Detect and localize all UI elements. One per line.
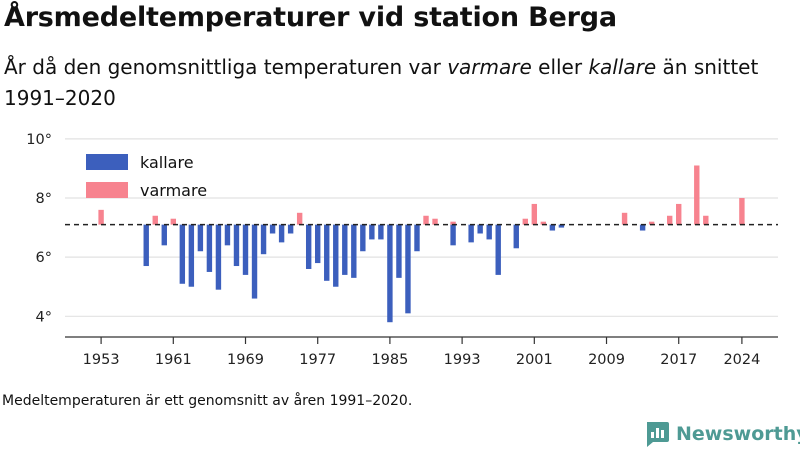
bar-varmare-1975 [296,212,303,225]
bars [98,165,745,323]
bar-kallare-1967 [224,224,231,246]
bar-varmare-1992 [450,221,456,225]
x-tick-label: 2001 [516,352,553,368]
bar-kallare-1996 [486,224,492,240]
bar-kallare-1995 [477,224,483,234]
subtitle-text-middle: eller [531,55,589,79]
bar-kallare-1962 [179,224,186,284]
x-tick-label: 1985 [371,352,408,368]
bar-kallare-1992 [450,224,456,246]
x-tick-label: 1953 [83,352,120,368]
brand-name: Newsworthy [676,423,800,445]
legend-swatch-kallare [86,154,128,170]
bar-varmare-2011 [621,212,628,225]
y-tick-label: 10° [26,132,52,148]
bar-kallare-1981 [351,224,357,278]
bar-kallare-1997 [495,224,501,275]
y-tick-label: 4° [36,309,52,325]
gridlines [65,138,778,317]
bar-kallare-1988 [414,224,420,252]
bar-varmare-2016 [666,215,673,225]
bar-kallare-1968 [233,224,240,267]
footnote: Medeltemperaturen är ett genomsnitt av å… [2,393,413,409]
bar-varmare-2019 [694,165,700,225]
x-tick-label: 1977 [299,352,336,368]
bar-varmare-1953 [98,209,104,225]
legend-swatch-varmare [86,182,128,198]
x-tick-label: 2024 [723,352,760,368]
chart-subtitle: År då den genomsnittliga temperaturen va… [4,52,784,114]
bar-kallare-1963 [188,224,195,287]
y-axis-ticks: 4° 6° 8° 10° [26,132,52,325]
subtitle-text-before: År då den genomsnittliga temperaturen va… [4,55,448,79]
bar-kallare-1978 [324,224,330,281]
subtitle-cold-word: kallare [588,55,657,79]
bar-kallare-1974 [287,224,294,234]
bar-varmare-2020 [703,215,709,225]
bar-varmare-2017 [676,203,682,225]
bar-varmare-2000 [522,218,528,225]
newsworthy-logo-icon [647,422,669,447]
bar-varmare-1989 [423,215,429,225]
bar-varmare-2024 [739,198,745,225]
bar-kallare-1979 [333,224,339,287]
brand-logo: Newsworthy [644,419,800,449]
bar-kallare-1964 [197,224,204,252]
page-title: Årsmedeltemperaturer vid station Berga [4,2,617,33]
subtitle-text-after: än snittet 1991–2020 [4,55,759,110]
bar-kallare-1960 [161,224,167,246]
bar-kallare-1971 [260,224,267,255]
bar-varmare-2001 [531,203,538,225]
bar-kallare-2013 [639,224,646,231]
legend-label-kallare: kallare [140,153,194,172]
bar-kallare-2004 [558,224,565,228]
bar-kallare-1987 [405,224,411,314]
bar-kallare-1999 [513,224,519,249]
bar-varmare-1961 [170,218,177,225]
bar-kallare-1977 [315,224,321,264]
bar-kallare-1969 [242,224,249,275]
x-tick-label: 1993 [444,352,481,368]
bar-kallare-1958 [143,224,149,267]
y-tick-label: 6° [36,250,52,266]
bar-kallare-1984 [378,224,384,240]
bar-kallare-1983 [369,224,375,240]
legend-label-varmare: varmare [140,181,207,200]
bar-varmare-2014 [648,221,655,225]
bar-kallare-1973 [278,224,285,243]
x-tick-label: 1961 [155,352,192,368]
bar-varmare-1990 [432,218,438,225]
y-tick-label: 8° [36,191,52,207]
bar-kallare-1965 [206,224,213,272]
bar-kallare-1980 [342,224,348,275]
x-axis-ticks: 1953 1961 1969 1977 1985 1993 2001 2009 2017 2024 [83,337,760,368]
bar-kallare-1976 [305,224,312,269]
bar-kallare-1982 [360,224,366,252]
bar-kallare-1972 [269,224,276,234]
bar-varmare-1959 [152,215,158,225]
bar-kallare-1985 [387,224,393,323]
x-tick-label: 1969 [227,352,264,368]
x-tick-label: 2017 [660,352,697,368]
subtitle-warm-word: varmare [447,55,532,79]
bar-kallare-1966 [215,224,222,290]
x-tick-label: 2009 [588,352,625,368]
legend: kallare varmare [86,153,207,200]
bar-kallare-1970 [251,224,258,299]
bar-kallare-1994 [468,224,474,243]
bar-kallare-2003 [549,224,556,231]
bar-varmare-2002 [540,221,547,225]
temperature-bar-chart: 4° 6° 8° 10° 1953 1961 1969 1977 1985 1993 2001 20… [26,132,778,368]
bar-kallare-1986 [396,224,402,278]
